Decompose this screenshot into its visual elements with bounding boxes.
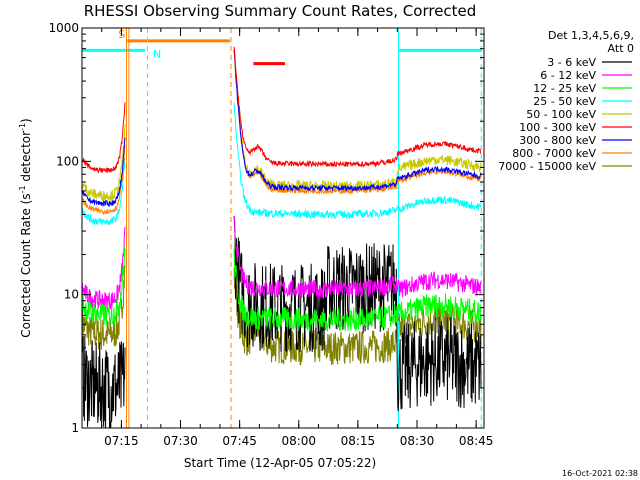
legend-header-line2: Att 0 bbox=[608, 42, 634, 55]
night-label: N bbox=[153, 48, 161, 61]
y-axis: 1 10 100 1000 bbox=[48, 21, 484, 435]
plot-frame bbox=[81, 27, 485, 429]
y-tick-label: 10 bbox=[64, 288, 79, 302]
series-line-50-100-kev-1 bbox=[233, 49, 482, 193]
series-line-300-800-kev-1 bbox=[233, 49, 482, 192]
legend-label: 800 - 7000 keV bbox=[512, 147, 596, 160]
legend-label: 100 - 300 keV bbox=[519, 121, 596, 134]
legend-label: 50 - 100 keV bbox=[526, 108, 596, 121]
y-tick-label: 1 bbox=[71, 421, 79, 435]
series-line-100-300-kev-1 bbox=[233, 46, 482, 168]
legend-label: 6 - 12 keV bbox=[540, 69, 596, 82]
x-tick-label: 08:15 bbox=[341, 434, 376, 448]
generation-timestamp: 16-Oct-2021 02:38 bbox=[562, 469, 638, 478]
legend-label: 300 - 800 keV bbox=[519, 134, 596, 147]
x-tick-label: 08:45 bbox=[459, 434, 494, 448]
series-line-12-25-kev-1 bbox=[233, 248, 482, 333]
series-line-3-6-kev-0 bbox=[81, 335, 126, 429]
series-line-3-6-kev-1 bbox=[233, 216, 482, 412]
legend-label: 25 - 50 keV bbox=[533, 95, 596, 108]
time-interval-overlays: SN bbox=[82, 28, 483, 428]
x-tick-label: 08:00 bbox=[281, 434, 316, 448]
legend-header-line1: Det 1,3,4,5,6,9, bbox=[548, 29, 634, 42]
x-axis-label: Start Time (12-Apr-05 07:05:22) bbox=[184, 456, 376, 470]
x-tick-label: 08:30 bbox=[400, 434, 435, 448]
chart-title: RHESSI Observing Summary Count Rates, Co… bbox=[84, 2, 477, 20]
series-line-25-50-kev-1 bbox=[233, 102, 482, 221]
series-line-6-12-kev-0 bbox=[81, 226, 126, 310]
series-line-50-100-kev-0 bbox=[81, 124, 126, 202]
series-line-100-300-kev-0 bbox=[81, 102, 126, 174]
y-tick-label: 1000 bbox=[48, 21, 79, 35]
x-tick-label: 07:30 bbox=[163, 434, 198, 448]
x-tick-label: 07:15 bbox=[104, 434, 139, 448]
series-line-6-12-kev-1 bbox=[233, 215, 482, 299]
series-line-7000-15000-kev-0 bbox=[81, 264, 126, 350]
y-tick-label: 100 bbox=[56, 154, 79, 168]
legend-label: 12 - 25 keV bbox=[533, 82, 596, 95]
legend-label: 7000 - 15000 keV bbox=[498, 160, 596, 173]
series-line-800-7000-kev-0 bbox=[81, 144, 126, 216]
x-tick-label: 07:45 bbox=[222, 434, 257, 448]
series-line-25-50-kev-0 bbox=[81, 158, 126, 227]
y-axis-label: Corrected Count Rate (s-1 detector-1) bbox=[18, 118, 33, 337]
series-line-300-800-kev-0 bbox=[81, 137, 126, 208]
legend-label: 3 - 6 keV bbox=[547, 56, 596, 69]
series-layer bbox=[81, 46, 482, 429]
x-axis: 07:15 07:30 07:45 08:00 08:15 08:30 08:45 bbox=[81, 28, 494, 448]
series-line-12-25-kev-0 bbox=[81, 247, 126, 326]
